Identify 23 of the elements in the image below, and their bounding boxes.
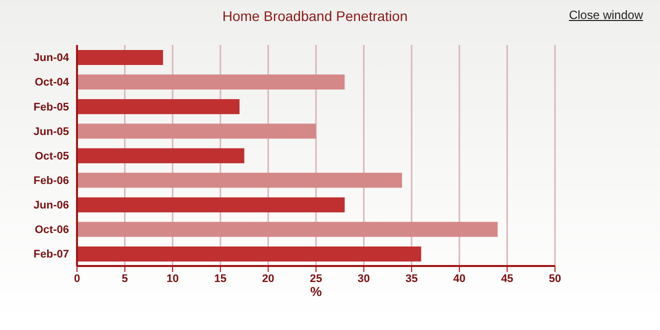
x-tick-label: 5 (122, 272, 128, 285)
x-tick-label: 20 (262, 272, 274, 285)
y-tick-label: Oct-06 (34, 224, 69, 236)
x-tick-label: 30 (358, 272, 370, 285)
x-tick-label: 45 (501, 272, 514, 285)
y-tick-label: Feb-07 (34, 248, 69, 261)
x-tick-label: 50 (548, 272, 562, 285)
x-tick-label: 35 (405, 272, 418, 285)
x-tick-label: 15 (214, 272, 227, 285)
y-tick-label: Feb-06 (34, 174, 69, 187)
chart-title: Home Broadband Penetration (222, 8, 408, 24)
x-axis-title: % (310, 284, 322, 299)
y-tick-label: Feb-05 (34, 101, 69, 114)
y-tick-label: Oct-05 (34, 150, 69, 162)
y-tick-label: Jun-04 (34, 52, 70, 64)
x-tick-label: 10 (166, 272, 179, 285)
y-tick-label: Jun-05 (34, 126, 69, 138)
y-tick-label: Oct-04 (34, 76, 70, 89)
x-tick-label: 40 (453, 272, 466, 285)
x-tick-label: 0 (74, 272, 80, 285)
text: Close window (568, 8, 643, 22)
x-tick-label: 25 (310, 272, 322, 285)
y-tick-label: Jun-06 (34, 200, 69, 212)
